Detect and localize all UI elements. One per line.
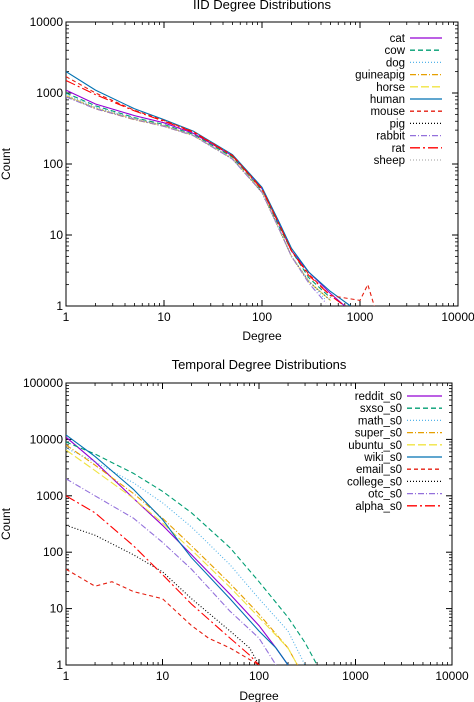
y-tick-label: 100 xyxy=(43,157,63,171)
temporal-degree-chart: Temporal Degree Distributions 1 10 100 1000 1… xyxy=(0,357,469,702)
legend-label: cow xyxy=(385,45,406,57)
chart-title: IID Degree Distributions xyxy=(193,0,331,12)
legend-label: email_s0 xyxy=(356,464,402,476)
y-tick-label: 1 xyxy=(56,299,63,313)
legend-label: human xyxy=(370,94,405,106)
y-tick-label: 1000 xyxy=(36,86,63,100)
legend-label: guineapig xyxy=(355,70,405,82)
y-tick-label: 10000 xyxy=(30,432,64,446)
x-tick-label: 1 xyxy=(63,310,70,324)
series-line-reddit_s0 xyxy=(66,436,289,665)
series-line-email_s0 xyxy=(66,568,260,665)
legend-label: sxso_s0 xyxy=(360,403,402,415)
y-tick-label: 10000 xyxy=(30,15,64,29)
series-line-guineapig xyxy=(66,95,331,301)
legend-label: math_s0 xyxy=(358,415,402,427)
y-tick-label: 1000 xyxy=(36,489,63,503)
legend-label: rat xyxy=(392,143,406,155)
legend-label: super_s0 xyxy=(355,428,402,440)
series-line-alpha_s0 xyxy=(66,495,260,665)
y-axis-label: Count xyxy=(0,507,13,540)
legend-label: college_s0 xyxy=(347,476,402,488)
x-tick-label: 100 xyxy=(252,310,272,324)
iid-degree-chart: IID Degree Distributions 1 10 100 1000 10000 1… xyxy=(0,0,474,343)
series-line-pig xyxy=(66,95,331,301)
legend-label: wiki_s0 xyxy=(363,452,402,464)
series-line-rabbit xyxy=(66,96,327,304)
x-tick-label: 10 xyxy=(157,310,171,324)
series-line-college_s0 xyxy=(66,524,260,665)
x-tick-label: 1000 xyxy=(347,310,374,324)
series-line-sheep xyxy=(66,95,331,301)
legend-label: horse xyxy=(376,82,405,94)
x-tick-label: 100 xyxy=(249,669,269,683)
series-line-wiki_s0 xyxy=(66,434,289,665)
legend-label: rabbit xyxy=(376,131,406,143)
y-tick-label: 1 xyxy=(56,658,63,672)
x-axis-label: Degree xyxy=(239,689,279,702)
series-line-dog xyxy=(66,94,327,301)
series-line-sxso_s0 xyxy=(66,441,318,665)
x-tick-label: 10000 xyxy=(435,669,469,683)
legend-label: otc_s0 xyxy=(368,489,402,501)
legend-label: mouse xyxy=(370,106,405,118)
legend-label: ubuntu_s0 xyxy=(348,440,402,452)
legend-label: dog xyxy=(386,57,405,69)
y-tick-label: 10 xyxy=(50,602,64,616)
x-tick-label: 10000 xyxy=(441,310,474,324)
y-tick-label: 100 xyxy=(43,545,63,559)
series-line-math_s0 xyxy=(66,447,306,665)
series-line-super_s0 xyxy=(66,444,298,665)
series-line-rat xyxy=(66,80,346,306)
legend-label: reddit_s0 xyxy=(355,391,402,403)
y-tick-label: 10 xyxy=(50,228,64,242)
series-line-cow xyxy=(66,92,331,299)
series-line-otc_s0 xyxy=(66,478,277,665)
series-line-horse xyxy=(66,95,331,301)
y-axis-label: Count xyxy=(0,147,13,180)
x-tick-label: 10 xyxy=(156,669,170,683)
legend-label: alpha_s0 xyxy=(355,501,402,513)
x-axis-label: Degree xyxy=(242,329,282,343)
legend-label: sheep xyxy=(374,155,405,167)
x-tick-label: 1000 xyxy=(342,669,369,683)
legend-label: cat xyxy=(390,33,406,45)
chart-title: Temporal Degree Distributions xyxy=(172,357,347,372)
legend-label: pig xyxy=(390,118,405,130)
series-line-ubuntu_s0 xyxy=(66,449,298,665)
y-tick-label: 100000 xyxy=(23,376,63,390)
x-tick-label: 1 xyxy=(63,669,70,683)
series-line-human xyxy=(66,71,351,306)
